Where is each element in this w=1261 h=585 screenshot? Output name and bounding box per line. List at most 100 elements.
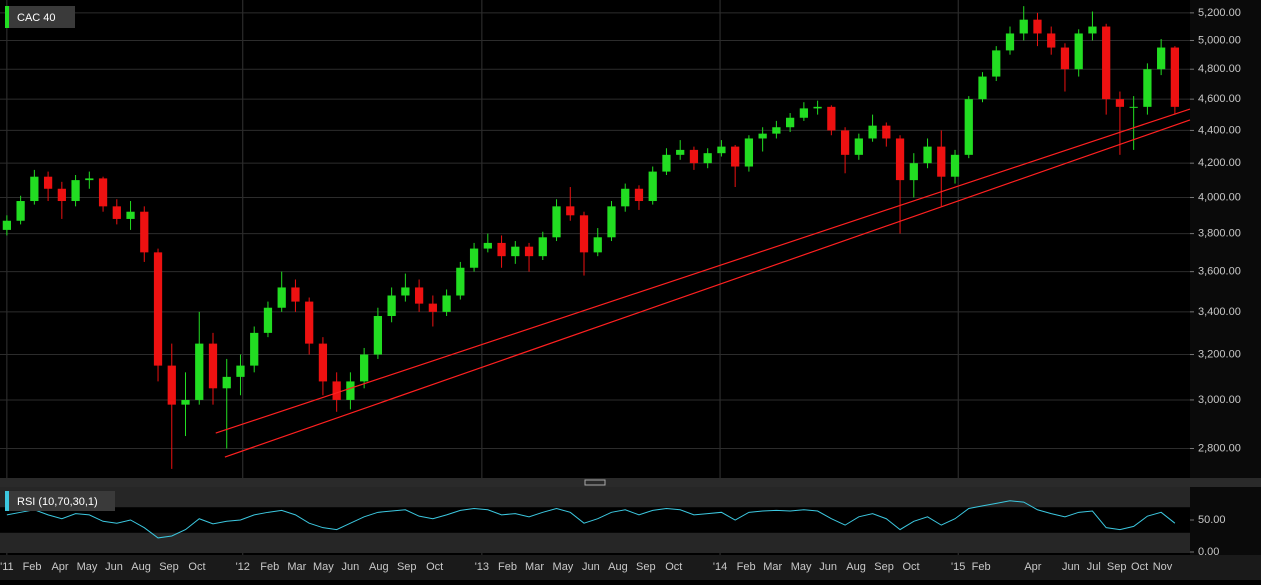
candle-body xyxy=(703,153,712,164)
candle-body xyxy=(456,267,465,296)
rsi-line xyxy=(6,500,1176,539)
x-tick-label: '15 xyxy=(951,561,965,573)
divider-handle[interactable] xyxy=(584,479,606,486)
candle-body xyxy=(346,381,355,400)
x-tick-label: May xyxy=(553,561,574,573)
candle-body xyxy=(277,287,286,308)
x-tick-label: Apr xyxy=(1024,561,1041,573)
candle-body xyxy=(1047,33,1056,48)
y-tick-label: 4,800.00 xyxy=(1198,63,1241,75)
x-tick-label: '12 xyxy=(236,561,250,573)
candle-body xyxy=(16,201,25,221)
x-tick-label: Sep xyxy=(1107,561,1127,573)
candle-body xyxy=(2,220,11,230)
candle-body xyxy=(43,176,53,189)
x-tick-label: '13 xyxy=(475,561,489,573)
candle-body xyxy=(1143,69,1152,107)
x-tick-label: Jun xyxy=(105,561,123,573)
candle-body xyxy=(126,211,135,219)
x-tick-label: Oct xyxy=(1131,561,1148,573)
candle-body xyxy=(250,332,259,366)
candle-body xyxy=(291,287,300,302)
y-tick-label: 4,000.00 xyxy=(1198,191,1241,203)
y-tick-label: 5,200.00 xyxy=(1198,7,1241,19)
x-tick-label: Jun xyxy=(582,561,600,573)
x-tick-label: Jun xyxy=(342,561,360,573)
candle-body xyxy=(332,381,341,400)
candle-body xyxy=(112,206,121,219)
y-tick-label: 4,600.00 xyxy=(1198,93,1241,105)
panel-divider[interactable] xyxy=(0,478,1261,487)
x-tick-label: Feb xyxy=(498,561,517,573)
y-tick-label: 3,400.00 xyxy=(1198,306,1241,318)
candle-body xyxy=(181,399,190,405)
candle-body xyxy=(923,146,932,164)
y-tick-label: 0.00 xyxy=(1198,546,1219,558)
candle-body xyxy=(1088,26,1097,34)
candle-body xyxy=(428,303,437,312)
x-tick-label: Feb xyxy=(972,561,991,573)
x-tick-label: Jul xyxy=(1087,561,1101,573)
x-tick-label: Aug xyxy=(608,561,628,573)
candle-body xyxy=(30,176,39,202)
y-tick-label: 3,600.00 xyxy=(1198,266,1241,278)
y-tick-label: 3,200.00 xyxy=(1198,348,1241,360)
x-tick-label: Sep xyxy=(397,561,417,573)
x-tick-label: Feb xyxy=(23,561,42,573)
candle-body xyxy=(854,138,863,155)
candle-body xyxy=(401,287,410,296)
candle-body xyxy=(868,125,877,139)
candle-body xyxy=(1129,106,1138,108)
candle-body xyxy=(813,106,822,109)
y-tick-label: 4,400.00 xyxy=(1198,124,1241,136)
candle-body xyxy=(469,248,479,268)
candle-body xyxy=(208,343,218,389)
x-tick-label: Oct xyxy=(665,561,682,573)
candle-body xyxy=(263,307,273,333)
candle-body xyxy=(1019,19,1028,34)
candle-body xyxy=(195,343,204,400)
candle-body xyxy=(648,171,657,202)
y-tick-label: 4,200.00 xyxy=(1198,157,1241,169)
candle-body xyxy=(511,246,520,257)
candle-body xyxy=(964,99,973,155)
candle-body xyxy=(579,215,589,253)
trendline xyxy=(224,119,1191,458)
candle-body xyxy=(222,376,231,389)
candle-body xyxy=(840,130,850,155)
candle-body xyxy=(786,117,795,128)
candle-body xyxy=(1102,26,1111,100)
x-tick-label: Mar xyxy=(525,561,544,573)
candle-body xyxy=(373,316,383,355)
candle-body xyxy=(1074,33,1083,70)
x-tick-label: Oct xyxy=(188,561,205,573)
x-tick-label: Jun xyxy=(1062,561,1080,573)
candle-body xyxy=(524,246,534,257)
x-axis-background xyxy=(0,555,1261,580)
candle-body xyxy=(140,211,149,253)
candle-body xyxy=(552,206,561,238)
x-tick-label: Nov xyxy=(1153,561,1173,573)
candle-body xyxy=(621,188,630,207)
candle-body xyxy=(85,178,94,181)
y-tick-label: 3,000.00 xyxy=(1198,394,1241,406)
rsi-title-stripe xyxy=(5,491,9,511)
candle-body xyxy=(895,138,905,181)
x-tick-label: Aug xyxy=(846,561,866,573)
title-box xyxy=(5,6,75,28)
plot: '11 Feb Apr May Jun Aug Sep Oct '12 Feb Mar May Jun A… xyxy=(0,0,1241,573)
candle-body xyxy=(937,146,946,177)
x-tick-label: Oct xyxy=(426,561,443,573)
candle-body xyxy=(634,188,644,202)
x-tick-label: Aug xyxy=(131,561,151,573)
candle-body xyxy=(1115,99,1125,107)
candle-body xyxy=(1170,47,1180,107)
candle-body xyxy=(57,188,66,202)
x-tick-label: Sep xyxy=(159,561,179,573)
x-tick-label: Oct xyxy=(902,561,919,573)
candle-body xyxy=(1157,47,1166,70)
chart-title: CAC 40 xyxy=(17,12,56,24)
candle-body xyxy=(167,365,176,405)
candle-body xyxy=(305,301,314,344)
